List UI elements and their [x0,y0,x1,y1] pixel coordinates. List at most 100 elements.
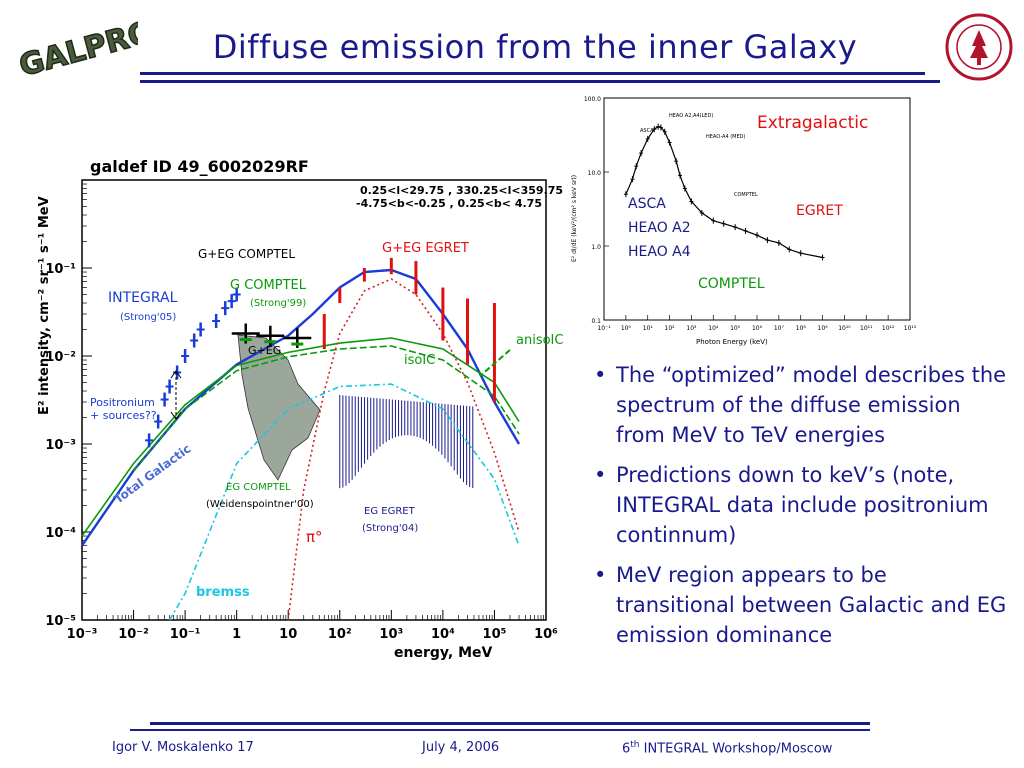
x-tick-label: 10⁵ [483,627,507,642]
x-tick-label: 10³ [379,627,403,642]
inset-y-tick-label: 1.0 [591,244,601,251]
inset-legend-asca: ASCA [628,196,666,212]
eg-egret-band [339,395,474,489]
inset-legend-heao-a4: HEAO A4 [628,244,691,260]
label-bremss: bremss [196,585,250,600]
eg-comptel-band [237,334,321,481]
aniso-ic-arrow [479,349,511,377]
inset-axis-ticks: 10⁻¹ 10⁰ 10¹ 10² 10³ 10⁴ 10⁵ 10⁶ 10⁷ 10⁸ 10⁹ 10¹⁰ 10… [584,96,916,332]
x-tick-label: 10⁻³ [67,627,98,642]
y-axis-label: E² intensity, cm⁻² sr⁻¹ s⁻¹ MeV [37,196,52,415]
inset-x-tick-label: 10⁹ [818,325,829,332]
inset-y-label: E² dI/dE (keV²/(cm² s keV sr)) [571,175,578,262]
inset-tiny-label-heao-med: HEAO-A4 (MED) [706,134,745,140]
title-rule-2 [140,80,940,83]
x-tick-label: 10⁻² [118,627,149,642]
inset-x-label: Photon Energy (keV) [696,338,768,346]
tree-icon [970,30,988,58]
label-pion: π° [306,528,323,546]
inset-x-tick-label: 10⁻¹ [597,325,611,332]
inset-annotation-extragalactic: Extragalactic [757,113,868,133]
label-integral: INTEGRAL [108,290,178,306]
bullet-item: The “optimized” model describes the spec… [588,360,1008,450]
x-tick-label: 10⁶ [534,627,558,642]
inset-legend-egret: EGRET [796,203,843,219]
inset-x-tick-label: 10² [665,325,676,332]
bullet-list: The “optimized” model describes the spec… [588,360,1008,660]
stanford-seal-logo [945,13,1013,81]
footer-event: 6th INTEGRAL Workshop/Moscow [622,740,832,756]
series-isoic-line [132,345,520,472]
inset-tiny-label-heao-led: HEAO A2,A4(LED) [669,113,713,119]
label-positronium: Positronium [90,396,155,409]
inset-y-tick-label: 100.0 [584,96,601,103]
label-aniso-ic: anisoIC [516,333,563,348]
inset-tiny-label-comptel: COMPTEL [734,192,758,198]
series-g-eg-line [81,337,520,537]
label-integral-ref: (Strong'05) [120,312,176,323]
inset-x-tick-label: 10⁰ [621,325,632,332]
main-spectrum-chart: 10⁻³ 10⁻² 10⁻¹ 1 10 10² 10³ 10⁴ 10⁵ 10⁶ 10⁻¹ 10⁻² 1… [37,157,563,661]
region-line-1: 0.25<l<29.75 , 330.25<l<359.75 [360,184,563,197]
series-layer [81,268,521,621]
footer-author: Igor V. Moskalenko 17 [112,740,254,755]
inset-data-points [623,123,825,261]
inset-x-tick-label: 10¹¹ [860,325,873,332]
y-tick-label: 10⁻³ [45,438,76,453]
y-tick-label: 10⁻⁵ [45,614,76,629]
footer-event-num: 6 [622,741,631,757]
label-iso-ic: isoIC [404,353,435,368]
x-axis-label: energy, MeV [394,645,493,661]
x-tick-label: 10⁻¹ [170,627,201,642]
bullet-item: MeV region appears to be transitional be… [588,560,1008,650]
data-points-layer [145,257,496,448]
inset-frame [603,97,911,321]
series---line [287,278,520,621]
positronium-arrowheads [170,370,182,420]
axis-ticks [81,179,547,621]
inset-legend-heao-a2: HEAO A2 [628,220,691,236]
label-g-eg-comptel: G+EG COMPTEL [198,247,295,261]
x-tick-label: 10⁴ [431,627,455,642]
label-g-comptel: G COMPTEL [230,278,307,293]
inset-x-tick-label: 10⁷ [774,325,785,332]
inset-x-tick-label: 10⁵ [730,325,741,332]
inset-x-tick-label: 10⁴ [708,325,719,332]
region-line-2: -4.75<b<-0.25 , 0.25<b< 4.75 [356,197,542,210]
label-eg-comptel: EG COMPTEL [226,482,291,493]
label-eg-egret-ref: (Strong'04) [362,523,418,534]
inset-x-tick-label: 10⁶ [752,325,763,332]
footer-rule-2 [130,729,870,731]
y-tick-label: 10⁻⁴ [45,526,76,541]
chart-title: galdef ID 49_6002029RF [90,157,309,176]
x-tick-labels: 10⁻³ 10⁻² 10⁻¹ 1 10 10² 10³ 10⁴ 10⁵ 10⁶ [67,627,559,642]
x-tick-label: 10 [279,627,297,642]
y-tick-labels: 10⁻¹ 10⁻² 10⁻³ 10⁻⁴ 10⁻⁵ [45,262,76,629]
extragalactic-inset-chart: 10⁻¹ 10⁰ 10¹ 10² 10³ 10⁴ 10⁵ 10⁶ 10⁷ 10⁸ 10⁹ 10¹⁰ 10… [571,96,916,346]
inset-y-tick-label: 10.0 [588,170,602,177]
inset-x-tick-label: 10³ [686,325,697,332]
inset-x-tick-label: 10¹² [882,325,895,332]
label-eg-egret: EG EGRET [364,506,416,517]
footer-rule [150,722,870,725]
inset-tiny-label-asca: ASCA [640,128,654,134]
y-tick-label: 10⁻² [45,350,76,365]
footer-date: July 4, 2006 [422,740,500,755]
label-positronium-2: + sources?? [90,409,157,422]
series-total-galactic-line [81,268,521,547]
label-eg-comptel-ref: (Weidenspointner'00) [206,499,314,510]
galprop-logo: GALPROP [15,14,138,76]
label-g-eg-egret: G+EG EGRET [382,241,469,256]
inset-y-tick-label: 0.1 [591,318,601,325]
galprop-logo-text: GALPROP [16,14,138,76]
x-tick-label: 1 [232,627,241,642]
footer-event-rest: INTEGRAL Workshop/Moscow [639,741,833,757]
inset-x-tick-label: 10¹⁰ [838,325,851,332]
inset-x-tick-label: 10¹ [643,325,654,332]
x-tick-label: 10² [328,627,352,642]
inset-legend-comptel: COMPTEL [698,276,765,292]
label-g-comptel-ref: (Strong'99) [250,298,306,309]
footer-event-sup: th [630,740,640,750]
plot-frame [81,179,547,621]
bullet-item: Predictions down to keV’s (note, INTEGRA… [588,460,1008,550]
